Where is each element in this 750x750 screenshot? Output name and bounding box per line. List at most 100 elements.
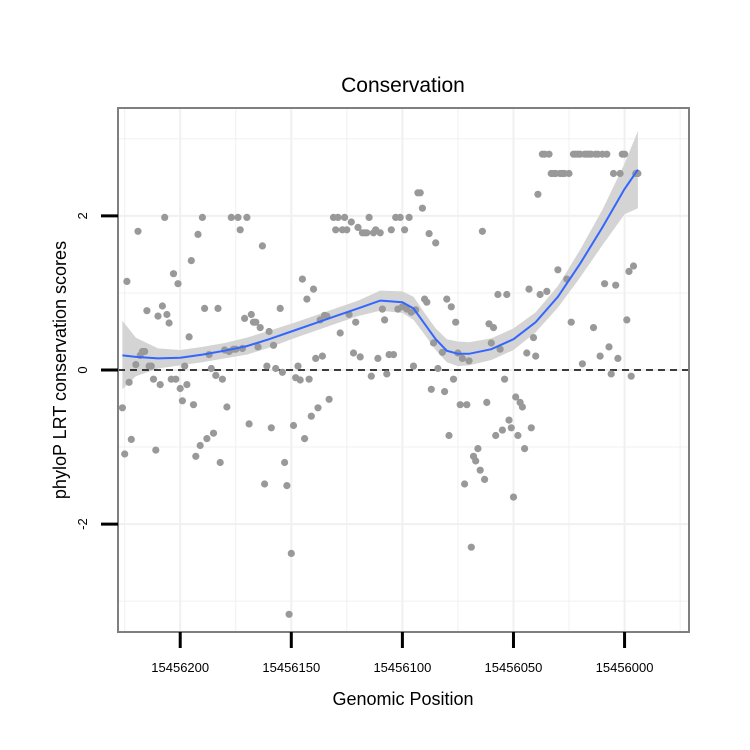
data-point <box>341 213 349 221</box>
data-point <box>278 368 286 376</box>
data-point <box>185 333 193 341</box>
x-tick-label: 15456150 <box>262 660 320 675</box>
data-point <box>494 290 502 299</box>
data-point <box>625 267 633 275</box>
data-point <box>289 421 298 430</box>
data-point <box>334 213 342 221</box>
data-point <box>209 429 218 437</box>
data-point <box>149 375 158 383</box>
data-point <box>609 169 618 178</box>
data-point <box>498 426 506 434</box>
data-point <box>447 303 455 311</box>
x-axis-title: Genomic Position <box>332 689 473 709</box>
data-point <box>501 375 509 383</box>
data-point <box>298 275 306 283</box>
data-point <box>629 262 638 270</box>
data-point <box>432 239 440 247</box>
data-point <box>476 466 484 474</box>
data-point <box>234 213 242 221</box>
data-point <box>605 343 613 351</box>
data-point <box>152 446 160 454</box>
data-point <box>212 371 220 379</box>
data-point <box>441 388 449 396</box>
data-point <box>287 549 295 558</box>
data-point <box>125 378 133 386</box>
data-point <box>503 290 511 299</box>
data-point <box>318 352 326 360</box>
data-point <box>449 375 458 383</box>
data-point <box>507 424 515 432</box>
data-point <box>267 424 275 432</box>
data-point <box>214 304 222 312</box>
data-point <box>178 397 186 405</box>
data-point <box>387 226 395 234</box>
data-point <box>376 229 384 237</box>
data-point <box>456 401 464 409</box>
data-point <box>276 304 284 312</box>
data-point <box>165 319 173 327</box>
data-point <box>174 280 182 288</box>
data-point <box>523 349 531 357</box>
y-axis: -2 0 2 <box>75 212 118 530</box>
y-tick-label: -2 <box>75 518 90 530</box>
data-point <box>132 361 140 369</box>
data-point <box>183 381 191 389</box>
data-point <box>325 395 333 403</box>
data-point <box>121 450 129 458</box>
data-point <box>354 223 362 231</box>
data-point <box>154 312 162 320</box>
data-point <box>352 318 360 326</box>
data-point <box>623 316 631 324</box>
data-point <box>543 287 551 295</box>
data-point <box>169 270 178 278</box>
data-point <box>463 401 471 409</box>
data-point <box>305 375 313 383</box>
data-point <box>429 339 438 347</box>
data-point <box>123 277 131 285</box>
data-point <box>596 352 604 360</box>
data-point <box>307 412 315 420</box>
data-point <box>336 329 344 337</box>
data-point <box>156 381 164 389</box>
data-point <box>518 403 527 411</box>
data-point <box>218 375 226 383</box>
data-point <box>614 354 622 362</box>
data-point <box>163 310 171 319</box>
data-point <box>527 424 535 432</box>
smooth-trend-line <box>122 169 639 360</box>
data-point <box>247 310 255 319</box>
data-point <box>201 304 209 312</box>
data-point <box>181 362 189 370</box>
data-point <box>489 324 498 332</box>
data-point <box>438 348 446 356</box>
data-point <box>269 341 278 349</box>
data-point <box>147 362 155 370</box>
data-point <box>607 370 615 378</box>
data-point <box>381 316 389 324</box>
data-point <box>409 362 418 370</box>
data-point <box>434 364 442 373</box>
data-point <box>207 364 215 373</box>
chart-title: Conservation <box>341 74 465 97</box>
data-point <box>427 385 435 393</box>
data-point <box>565 169 573 178</box>
data-point <box>612 281 620 289</box>
data-point <box>443 295 451 303</box>
data-point <box>187 257 195 265</box>
x-tick-label: 15456200 <box>151 660 209 675</box>
data-point <box>194 230 202 238</box>
data-point <box>241 314 249 322</box>
data-point <box>261 480 269 488</box>
data-point <box>243 213 251 221</box>
data-point <box>192 452 200 460</box>
data-point <box>236 226 244 234</box>
data-point <box>474 445 482 453</box>
data-point <box>472 457 480 465</box>
data-point <box>481 475 489 483</box>
data-point <box>294 362 302 370</box>
data-point <box>312 354 320 362</box>
data-point <box>505 416 513 424</box>
data-point <box>534 190 542 198</box>
data-point <box>383 370 391 378</box>
data-point <box>256 324 264 332</box>
